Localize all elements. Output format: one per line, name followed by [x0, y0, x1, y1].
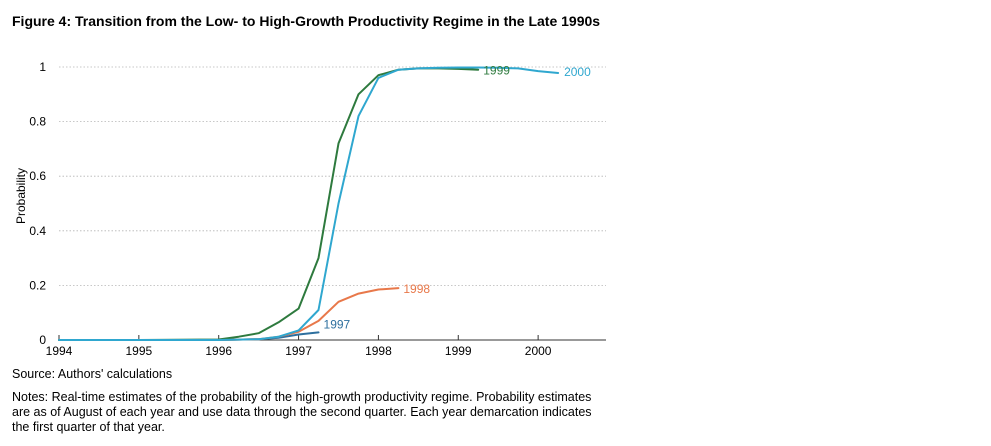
y-tick-label: 0.8: [29, 115, 46, 129]
series-line-2000: [58, 66, 560, 341]
series-label-2000: 2000: [564, 65, 591, 79]
x-tick-label: 1994: [46, 344, 73, 358]
chart-title: Figure 4: Transition from the Low- to Hi…: [12, 13, 601, 29]
y-tick-label: 1: [39, 60, 46, 74]
y-tick-label: 0.4: [29, 224, 46, 238]
series-label-1997: 1997: [324, 317, 351, 331]
y-tick-label: 0.6: [29, 169, 46, 183]
series-line-1999: [58, 67, 480, 341]
x-tick-label: 2000: [525, 344, 552, 358]
x-tick-label: 1997: [285, 344, 312, 358]
x-tick-label: 1996: [205, 344, 232, 358]
series-label-1998: 1998: [403, 282, 430, 296]
x-tick-label: 1995: [126, 344, 153, 358]
series-label-1999: 1999: [483, 64, 510, 78]
y-tick-label: 0: [39, 333, 46, 347]
x-tick-label: 1999: [445, 344, 472, 358]
notes: Notes: Real-time estimates of the probab…: [12, 390, 592, 434]
y-axis-label: Probability: [14, 168, 28, 224]
y-tick-labels: 0 0.2 0.4 0.6 0.8 1: [29, 60, 46, 347]
line-chart: 0 0.2 0.4 0.6 0.8 1 1994 1995 1996 1997 1998 1999 2…: [14, 60, 606, 358]
series-labels: 1997 1998 1999 2000: [324, 64, 592, 332]
series-line-1998: [58, 287, 400, 341]
x-tick-label: 1998: [365, 344, 392, 358]
source-note: Source: Authors' calculations: [12, 367, 173, 381]
series-lines: [58, 66, 560, 341]
x-tick-labels: 1994 1995 1996 1997 1998 1999 2000: [46, 344, 552, 358]
y-tick-label: 0.2: [29, 278, 46, 292]
